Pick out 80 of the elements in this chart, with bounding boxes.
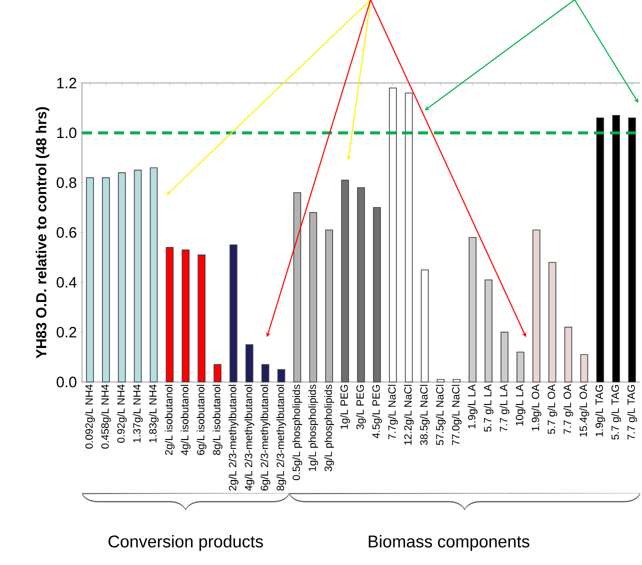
x-tick-label: 7.7 g/L TAG [627, 384, 637, 440]
x-tick-label: 1.83g/L NH4 [148, 384, 159, 442]
x-tick-label: 0.5g/L phospholipids [292, 384, 302, 480]
bar [246, 344, 254, 382]
bar [357, 187, 365, 382]
x-tick-label: 12.2g/L NaCl [404, 384, 414, 445]
bar [293, 192, 302, 382]
bar [596, 117, 604, 382]
bar [182, 250, 190, 382]
bar [404, 92, 413, 382]
bar [118, 172, 126, 382]
bar [612, 114, 620, 382]
x-tick-label: 8g/L 2/3-methylbutanol [276, 384, 286, 491]
bar [628, 117, 636, 382]
x-tick-label: 3g/L phospholipids [324, 384, 334, 472]
x-tick-label: 2g/L 2/3-methylbutanol [228, 384, 238, 490]
bar [134, 170, 142, 382]
x-tick-label: 0.92g/L NH4 [116, 384, 127, 443]
x-tick-label: 4g/L 2/3-methylbutanol [244, 384, 254, 491]
bar [484, 279, 492, 382]
bar [373, 207, 381, 382]
bar [150, 167, 158, 382]
x-tick-label: 1.37g/L NH4 [132, 384, 143, 442]
x-tick-label: 7.7g/L NaCl [388, 384, 398, 440]
bar [548, 262, 556, 382]
y-tick-label: 0.0 [56, 376, 76, 388]
x-tick-label: 8g/L isobutanol [212, 384, 222, 455]
x-tick-label: 0.092g/L NH4 [85, 384, 95, 449]
text: Biomass components [368, 535, 530, 551]
x-tick-label: 38.5g/L NaCl [420, 384, 430, 446]
x-tick-label: 15.4g/L OA [579, 384, 590, 437]
bar [500, 332, 508, 382]
bar [452, 379, 461, 382]
bar [166, 247, 174, 382]
x-tick-label: 1.9g/L OA [531, 384, 542, 431]
bar [580, 354, 588, 382]
bar [214, 364, 222, 382]
x-tick-label: 0.458g/L NH4 [101, 384, 111, 449]
bar [564, 326, 572, 382]
x-tick-label: 77.0g/L NaCl [452, 384, 462, 445]
bar [198, 254, 206, 382]
x-tick-label: 1.9g/L LA [468, 384, 478, 428]
x-tick-label: 7.7 g/L OA [563, 384, 574, 434]
y-axis-title: YH83 O.D. relative to control (48 hrs) [36, 107, 50, 358]
x-tick-label: 5.7 g/L LA [484, 384, 494, 432]
bar [388, 88, 397, 382]
bar [261, 364, 270, 382]
x-tick-label: 4g/L isobutanol [180, 384, 191, 456]
y-tick-label: 1.0 [57, 128, 76, 138]
x-tick-label: 3g/L PEG [356, 385, 366, 430]
x-tick-label: 6g/L 2/3-methylbutanol [260, 384, 270, 490]
y-tick-label: 0.4 [56, 277, 77, 288]
bar [532, 230, 540, 382]
bar [86, 177, 94, 382]
bar [420, 269, 429, 382]
y-tick-label: 0.8 [56, 177, 76, 188]
bar [516, 352, 524, 382]
bar [325, 230, 334, 382]
x-tick-label: 10g/L LA [516, 384, 526, 426]
x-tick-label: 57.5g/L NaCl [436, 384, 446, 446]
text: Conversion products [108, 535, 263, 551]
x-tick-label: 6g/L isobutanol [196, 384, 206, 455]
x-tick-label: 2g/L isobutanol [164, 384, 175, 455]
x-tick-label: 1g/L phospholipids [308, 384, 318, 471]
bar [309, 212, 318, 382]
x-tick-label: 7.7 g/L LA [500, 384, 510, 432]
y-tick-label: 0.6 [56, 227, 76, 238]
y-tick-label: 0.2 [56, 326, 76, 338]
bar [277, 369, 286, 382]
x-tick-label: 1.9g/L TAG [595, 384, 606, 436]
bar [230, 244, 238, 382]
x-tick-label: 4.5g/L PEG [372, 385, 382, 438]
x-tick-label: 1g/L PEG [340, 385, 350, 429]
bar [468, 237, 477, 382]
x-tick-label: 5.7 g/L TAG [611, 384, 621, 440]
bar [102, 177, 110, 382]
y-tick-label: 1.2 [57, 78, 76, 88]
bar [341, 180, 349, 382]
x-tick-label: 5.7 g/L OA [547, 384, 558, 434]
bar [436, 379, 445, 382]
